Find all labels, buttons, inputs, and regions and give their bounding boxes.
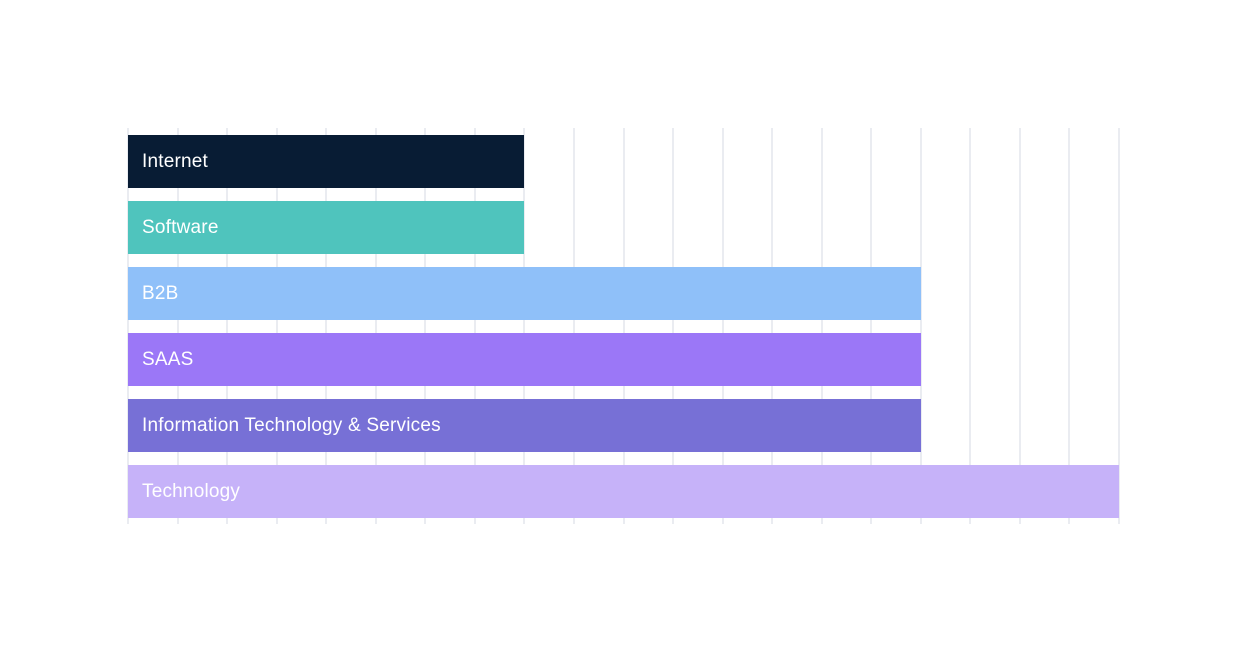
- grid-layer: [127, 128, 1120, 524]
- gridline: [1068, 128, 1071, 524]
- bar-label: Information Technology & Services: [142, 414, 441, 436]
- bar-label: SAAS: [142, 348, 194, 370]
- bar-band: SAAS: [128, 326, 1119, 392]
- bar-label: Internet: [142, 150, 209, 172]
- gridline: [672, 128, 675, 524]
- bar-software[interactable]: Software: [128, 200, 525, 254]
- bar-band: Information Technology & Services: [128, 392, 1119, 458]
- gridline: [572, 128, 575, 524]
- gridline: [721, 128, 724, 524]
- bar-saas[interactable]: SAAS: [128, 332, 921, 386]
- bar-information-technology-services[interactable]: Information Technology & Services: [128, 398, 921, 452]
- bar-label: B2B: [142, 282, 179, 304]
- bar-internet[interactable]: Internet: [128, 134, 525, 188]
- gridline: [226, 128, 229, 524]
- gridline: [127, 128, 129, 524]
- gridline: [870, 128, 873, 524]
- bar-band: B2B: [128, 260, 1119, 326]
- gridline: [622, 128, 625, 524]
- gridline: [919, 128, 922, 524]
- gridline: [523, 128, 526, 524]
- gridline: [1118, 128, 1120, 524]
- gridline: [374, 128, 377, 524]
- gridline: [325, 128, 328, 524]
- gridline: [1018, 128, 1021, 524]
- bar-label: Technology: [142, 480, 241, 502]
- gridline: [275, 128, 278, 524]
- bar-technology[interactable]: Technology: [128, 464, 1119, 518]
- bars-layer: Internet Software B2B SAAS Information Techn…: [128, 128, 1119, 524]
- bar-label: Software: [142, 216, 219, 238]
- gridline: [176, 128, 179, 524]
- bar-b2b[interactable]: B2B: [128, 266, 921, 320]
- gridline: [473, 128, 476, 524]
- gridline: [424, 128, 427, 524]
- gridline: [820, 128, 823, 524]
- bar-band: Software: [128, 194, 1119, 260]
- bar-band: Internet: [128, 128, 1119, 194]
- gridline: [771, 128, 774, 524]
- bar-band: Technology: [128, 458, 1119, 524]
- gridline: [969, 128, 972, 524]
- bar-chart: Internet Software B2B SAAS Information Techn…: [127, 128, 1120, 524]
